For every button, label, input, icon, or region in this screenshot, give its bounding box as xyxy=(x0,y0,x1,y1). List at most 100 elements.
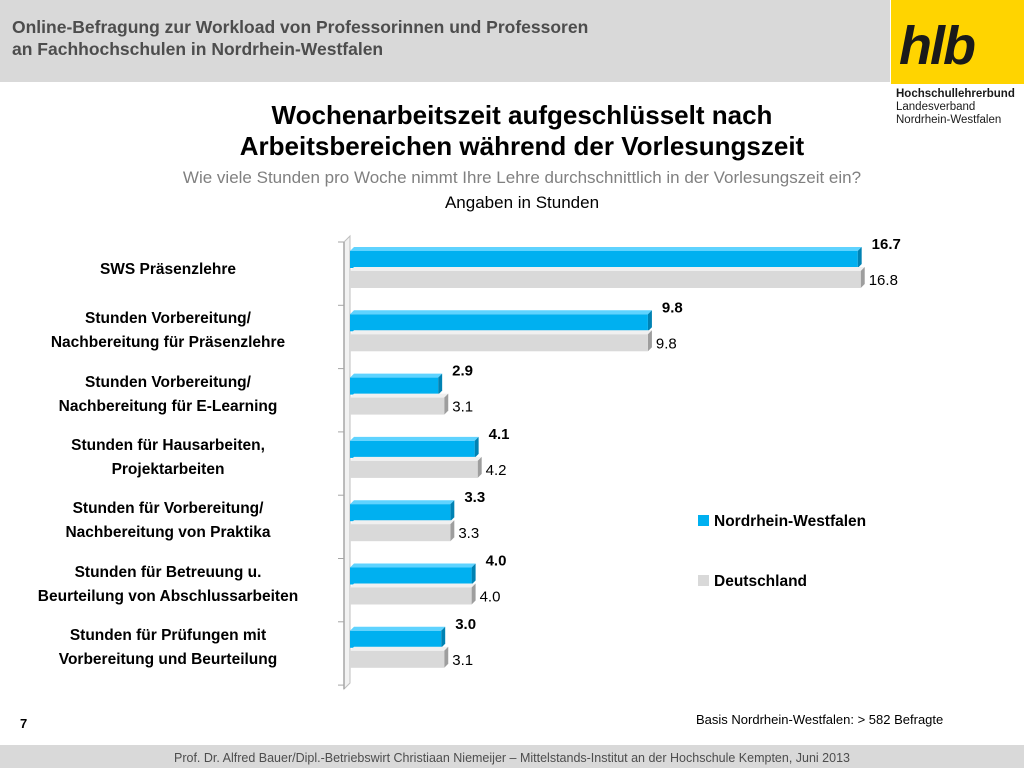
category-label-line: Stunden Vorbereitung/ xyxy=(85,373,251,391)
category-label-line: Nachbereitung von Praktika xyxy=(65,524,271,542)
bar-side xyxy=(471,583,476,605)
bar-top xyxy=(350,436,479,441)
category-label-line: Vorbereitung und Beurteilung xyxy=(58,650,278,668)
bar-top xyxy=(350,393,449,398)
page-number: 7 xyxy=(20,716,28,731)
bar-side xyxy=(647,330,652,352)
category-label: Stunden für Hausarbeiten, Projektarbeiten xyxy=(8,434,328,482)
chart-title: Wochenarbeitszeit aufgeschlüsselt nach A… xyxy=(0,100,1024,162)
bar-de xyxy=(350,460,478,478)
hlb-logo: hlb xyxy=(891,0,1024,84)
header-title: Online-Befragung zur Workload von Profes… xyxy=(12,16,588,60)
data-label-de: 3.1 xyxy=(452,399,473,416)
category-label-line: Beurteilung von Abschlussarbeiten xyxy=(37,587,299,605)
category-label-line: Nachbereitung für E-Learning xyxy=(58,397,278,415)
category-label-line: Nachbereitung für Präsenzlehre xyxy=(50,334,286,352)
data-label-nrw: 9.8 xyxy=(662,299,683,316)
category-label-line: Stunden für Betreuung u. xyxy=(74,563,262,581)
bar-top xyxy=(350,583,476,588)
category-label-line: Stunden Vorbereitung/ xyxy=(85,310,251,328)
category-label: Stunden Vorbereitung/Nachbereitung für P… xyxy=(8,307,328,355)
bar-nrw xyxy=(350,567,472,585)
data-label-de: 9.8 xyxy=(656,335,677,352)
data-label-de: 3.1 xyxy=(452,652,473,669)
category-label-line: Stunden für Prüfungen mit xyxy=(69,626,267,644)
category-label-line: SWS Präsenzlehre xyxy=(99,261,237,278)
legend-label-de: Deutschland xyxy=(714,573,808,590)
category-label: Stunden für Prüfungen mit Vorbereitung un… xyxy=(8,624,328,672)
category-label: Stunden Vorbereitung/Nachbereitung für E… xyxy=(8,371,328,419)
bar-top xyxy=(350,500,455,505)
chart-title-line2: Arbeitsbereichen während der Vorlesungsz… xyxy=(239,131,805,161)
bar-de xyxy=(350,397,445,415)
bar-side xyxy=(647,310,652,332)
bar-de xyxy=(350,587,472,605)
logo-sub-line2: Landesverband xyxy=(896,101,976,113)
legend-item-nrw: Nordrhein-Westfalen xyxy=(698,513,866,531)
bar-top xyxy=(350,456,482,461)
bar-de xyxy=(350,650,445,668)
legend-swatch-nrw xyxy=(698,515,709,526)
chart-subtitle: Wie viele Stunden pro Woche nimmt Ihre L… xyxy=(182,168,862,187)
data-label-de: 4.0 xyxy=(480,589,501,606)
bar-side xyxy=(477,456,482,478)
category-label-line: Stunden für Hausarbeiten, xyxy=(71,436,265,454)
data-label-nrw: 2.9 xyxy=(452,363,473,380)
legend-swatch-de xyxy=(698,575,709,586)
data-label-de: 4.2 xyxy=(486,462,507,479)
bar-top xyxy=(350,247,862,251)
data-label-de: 16.8 xyxy=(869,272,898,289)
category-label-line: Projektarbeiten xyxy=(111,460,225,478)
bar-side xyxy=(860,267,865,288)
legend-item-de: Deutschland xyxy=(698,573,807,591)
axis-wall xyxy=(343,234,351,691)
data-label-nrw: 3.0 xyxy=(455,616,476,633)
bar-de xyxy=(350,524,451,542)
data-label-nrw: 3.3 xyxy=(464,489,485,506)
header-title-line2: an Fachhochschulen in Nordrhein-Westfale… xyxy=(12,39,384,59)
bar-side xyxy=(444,393,449,415)
base-note: Basis Nordrhein-Westfalen: > 582 Befragt… xyxy=(696,712,944,727)
unit-label: Angaben in Stunden xyxy=(444,193,600,212)
category-label: SWS Präsenzlehre xyxy=(8,258,328,282)
bar-nrw xyxy=(350,440,475,458)
bar-top xyxy=(350,310,652,315)
bar-nrw xyxy=(350,314,648,332)
header-title-line1: Online-Befragung zur Workload von Profes… xyxy=(12,17,589,37)
hlb-logo-text: hlb xyxy=(899,16,976,76)
data-label-de: 3.3 xyxy=(458,525,479,542)
category-label: Stunden für Vorbereitung/Nachbereitung v… xyxy=(8,497,328,545)
bar-top xyxy=(350,563,476,568)
bar-top xyxy=(350,330,652,335)
bar-nrw xyxy=(350,251,858,268)
bar-nrw xyxy=(350,377,439,395)
bar-side xyxy=(438,373,443,395)
bar-top xyxy=(350,626,446,631)
header-band: Online-Befragung zur Workload von Profes… xyxy=(0,0,890,82)
category-label: Stunden für Betreuung u. Beurteilung von … xyxy=(8,561,328,609)
bar-side xyxy=(474,436,479,458)
bar-side xyxy=(444,646,449,668)
bar-nrw xyxy=(350,504,451,522)
data-label-nrw: 4.1 xyxy=(489,426,510,443)
bar-de xyxy=(350,271,861,288)
bar-top xyxy=(350,267,865,271)
logo-sub-line1: Hochschullehrerbund xyxy=(896,88,1015,100)
data-label-nrw: 16.7 xyxy=(872,236,901,253)
bar-top xyxy=(350,520,455,525)
bar-top xyxy=(350,646,449,651)
bar-side xyxy=(450,500,455,522)
logo-subtitle: Hochschullehrerbund Landesverband Nordrh… xyxy=(896,88,1015,127)
bar-nrw xyxy=(350,630,442,648)
bar-de xyxy=(350,334,648,352)
bar-side xyxy=(857,247,862,268)
logo-sub-line3: Nordrhein-Westfalen xyxy=(896,114,1002,126)
footer: Prof. Dr. Alfred Bauer/Dipl.-Betriebswir… xyxy=(0,745,1024,768)
category-label-line: Stunden für Vorbereitung/ xyxy=(72,500,264,518)
chart-title-line1: Wochenarbeitszeit aufgeschlüsselt nach xyxy=(271,100,773,130)
bar-side xyxy=(441,626,446,648)
legend-label-nrw: Nordrhein-Westfalen xyxy=(714,513,867,530)
data-label-nrw: 4.0 xyxy=(486,553,507,570)
bar-side xyxy=(450,520,455,542)
